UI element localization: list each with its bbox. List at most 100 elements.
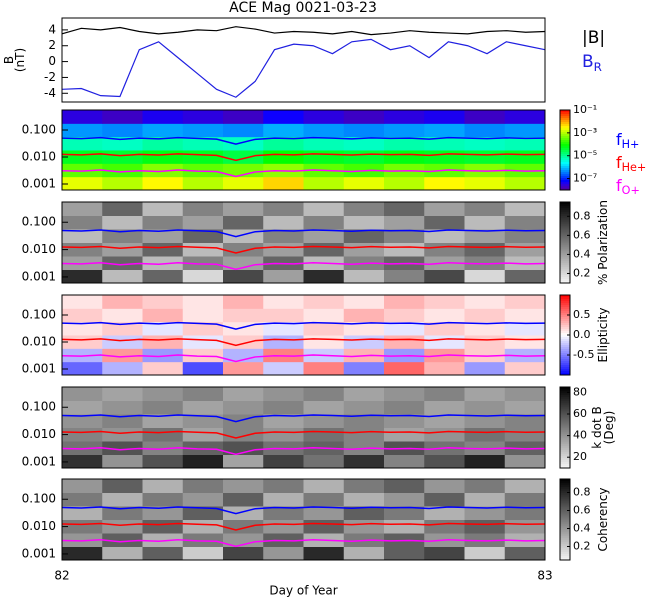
colorbar-segment <box>560 515 570 518</box>
colorbar-segment <box>560 417 570 420</box>
heatmap-cell <box>62 110 103 124</box>
colorbar-tick-label: 20 <box>573 450 587 463</box>
heatmap-cell <box>182 414 224 428</box>
heatmap-cell <box>263 546 304 561</box>
heatmap-cell <box>504 387 546 401</box>
heatmap-cell <box>343 479 385 493</box>
colorbar-segment <box>560 327 570 330</box>
colorbar-label-line: % Polarization <box>596 200 610 285</box>
heatmap-cell <box>62 361 103 376</box>
heatmap-cell <box>182 176 224 191</box>
colorbar-segment <box>560 361 570 364</box>
heatmap-cell <box>303 308 345 323</box>
colorbar-segment <box>560 329 570 332</box>
heatmap-cell <box>182 427 224 442</box>
heatmap-cell <box>102 546 143 561</box>
heatmap-cell <box>303 506 345 520</box>
colorbar-tick-label: 0.6 <box>573 504 591 517</box>
heatmap-cell <box>62 387 103 401</box>
heatmap-cell <box>182 229 224 243</box>
heatmap-cell <box>343 229 385 243</box>
heatmap-cell <box>343 427 385 442</box>
heatmap-cell <box>263 506 304 520</box>
legend-subscript: H+ <box>622 138 640 151</box>
colorbar-segment <box>560 353 570 356</box>
heatmap-cell <box>384 202 425 216</box>
heatmap-cell <box>504 150 546 164</box>
heatmap-cell <box>102 150 143 164</box>
colorbar-segment <box>560 397 570 400</box>
colorbar-segment <box>560 154 570 157</box>
colorbar-segment <box>560 299 570 302</box>
heatmap-cell <box>384 454 425 469</box>
heatmap-cell <box>424 215 465 230</box>
heatmap-cell <box>343 546 385 561</box>
colorbar-segment <box>560 307 570 310</box>
heatmap-cell <box>62 242 103 257</box>
colorbar-segment <box>560 445 570 449</box>
heatmap-cell <box>62 479 103 493</box>
colorbar-segment <box>560 136 570 139</box>
heatmap-cell <box>223 348 264 363</box>
heatmap-cell <box>504 123 546 138</box>
frequency-line <box>61 245 546 254</box>
heatmap-cell <box>343 308 385 323</box>
heatmap-cell <box>223 202 264 216</box>
colorbar-tick-label: 10⁻³ <box>573 126 597 139</box>
heatmap-cell <box>182 163 224 178</box>
heatmap-cell <box>504 269 546 284</box>
heatmap-cell <box>504 295 546 309</box>
heatmap-cell <box>182 321 224 336</box>
heatmap-cell <box>182 519 224 534</box>
heatmap-cell <box>223 256 264 270</box>
heatmap-cell <box>263 335 304 349</box>
heatmap-cell <box>182 546 224 561</box>
colorbar-segment <box>560 447 570 451</box>
colorbar-segment <box>560 116 570 119</box>
colorbar-segment <box>560 457 570 461</box>
heatmap-cell <box>102 321 143 336</box>
colorbar-segment <box>560 435 570 439</box>
colorbar-segment <box>560 160 570 163</box>
colorbar-segment <box>560 158 570 161</box>
heatmap-cell <box>384 269 425 284</box>
heatmap-cell <box>424 229 465 243</box>
heatmap-cell <box>263 176 304 191</box>
heatmap-cell <box>343 123 385 138</box>
y-tick-label: -4 <box>44 86 56 100</box>
colorbar-segment <box>560 226 570 229</box>
heatmap-cell <box>142 136 184 151</box>
legend-label: |B| <box>582 28 605 48</box>
colorbar-label-line: (Deg) <box>602 411 616 445</box>
heatmap-cell <box>303 387 345 401</box>
heatmap-cell <box>384 546 425 561</box>
colorbar-segment <box>560 138 570 141</box>
colorbar-tick-label: 0.6 <box>573 228 591 241</box>
heatmap-cell <box>303 492 345 507</box>
heatmap-cell <box>424 335 465 349</box>
heatmap-cell <box>62 427 103 442</box>
colorbar-segment <box>560 507 570 510</box>
heatmap-cell <box>464 136 506 151</box>
heatmap-cell <box>223 533 264 547</box>
heatmap-cell <box>182 387 224 401</box>
colorbar-segment <box>560 521 570 525</box>
colorbar-segment <box>560 487 570 490</box>
heatmap-cell <box>504 110 546 124</box>
heatmap-cell <box>182 242 224 257</box>
colorbar-segment <box>560 539 570 543</box>
y-tick-label: 0.010 <box>22 335 56 349</box>
heatmap-cell <box>142 492 184 507</box>
colorbar-segment <box>560 144 570 147</box>
heatmap-cell <box>504 400 546 415</box>
heatmap-cell <box>343 335 385 349</box>
heatmap-cell <box>464 506 506 520</box>
heatmap-cell <box>142 229 184 243</box>
heatmap-cell <box>343 387 385 401</box>
heatmap-cell <box>504 256 546 270</box>
heatmap-cell <box>102 348 143 363</box>
heatmap-cell <box>464 335 506 349</box>
heatmap-cell <box>464 533 506 547</box>
colorbar-segment <box>560 264 570 268</box>
colorbar-segment <box>560 443 570 447</box>
